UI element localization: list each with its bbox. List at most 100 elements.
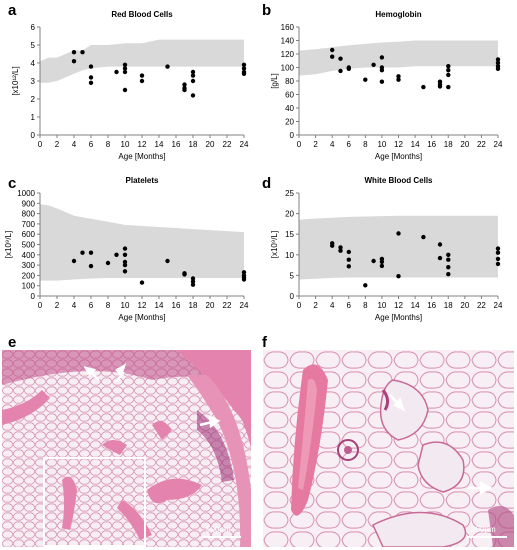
x-tick-label: 18 <box>444 301 453 310</box>
data-point <box>338 245 343 250</box>
y-tick-label: 4 <box>31 59 36 68</box>
data-point <box>396 74 401 79</box>
data-point <box>437 84 443 89</box>
y-tick-label: 0 <box>290 292 295 301</box>
data-point <box>190 73 196 78</box>
x-tick-label: 6 <box>347 140 352 149</box>
data-point <box>446 72 451 78</box>
panel-label-a: a <box>8 2 17 19</box>
x-tick-label: 24 <box>494 301 503 310</box>
x-tick-label: 18 <box>189 301 198 310</box>
x-tick-label: 16 <box>172 140 181 149</box>
x-tick-label: 16 <box>172 301 181 310</box>
y-tick-label: 60 <box>285 91 294 100</box>
y-tick-label: 25 <box>285 189 294 198</box>
x-tick-label: 10 <box>121 140 130 149</box>
y-axis-label: [x10⁹/L] <box>4 231 13 258</box>
arrow-icon <box>389 394 493 496</box>
data-point <box>379 55 385 60</box>
data-point <box>346 249 351 255</box>
data-point <box>330 243 335 248</box>
x-axis-label: Age [Months] <box>375 313 422 322</box>
x-tick-label: 22 <box>223 140 232 149</box>
data-point <box>338 68 343 74</box>
x-tick-label: 2 <box>55 301 60 310</box>
y-tick-label: 5 <box>290 271 295 280</box>
data-point <box>190 78 196 84</box>
scale-label-f: 200µm <box>471 525 496 534</box>
chart-title: White Blood Cells <box>365 176 434 185</box>
data-point <box>346 257 351 262</box>
x-tick-label: 0 <box>297 140 302 149</box>
x-tick-label: 4 <box>72 140 77 149</box>
panel-label-b: b <box>262 2 272 19</box>
data-point <box>446 257 451 262</box>
data-point <box>446 68 451 73</box>
data-point <box>122 62 128 67</box>
data-point <box>80 250 85 255</box>
x-axis-label: Age [Months] <box>118 313 165 322</box>
x-tick-label: 8 <box>363 301 368 310</box>
x-tick-label: 8 <box>106 140 111 149</box>
y-tick-label: 2 <box>31 95 36 104</box>
data-point <box>122 66 128 71</box>
data-point <box>338 56 343 61</box>
x-tick-label: 14 <box>155 301 164 310</box>
chart-title: Platelets <box>126 176 159 185</box>
y-tick-label: 900 <box>22 199 36 208</box>
x-tick-label: 4 <box>330 301 335 310</box>
data-point <box>446 265 451 270</box>
x-tick-label: 10 <box>377 140 386 149</box>
x-tick-label: 2 <box>55 140 60 149</box>
data-point <box>165 258 170 264</box>
x-tick-label: 14 <box>411 301 420 310</box>
data-point <box>446 63 451 69</box>
data-point <box>114 252 119 257</box>
data-point <box>190 69 196 75</box>
data-point <box>363 77 368 82</box>
data-point <box>80 50 85 55</box>
y-tick-label: 1 <box>31 113 36 122</box>
data-point <box>421 84 426 90</box>
chart-b: 0 2 4 6 8 10 12 14 16 18 20 22 240204060801001201401… <box>270 10 503 161</box>
data-point <box>182 87 187 93</box>
x-tick-label: 20 <box>206 301 215 310</box>
x-tick-label: 0 <box>38 140 43 149</box>
data-point <box>122 69 128 75</box>
data-point <box>346 66 351 72</box>
y-tick-label: 200 <box>22 271 36 280</box>
y-tick-label: 0 <box>31 131 36 140</box>
data-point <box>421 234 426 240</box>
data-point <box>71 258 77 264</box>
x-tick-label: 22 <box>477 301 486 310</box>
data-point <box>241 71 247 77</box>
data-point <box>241 270 247 275</box>
x-tick-label: 20 <box>206 140 215 149</box>
data-point <box>122 259 128 265</box>
data-point <box>241 66 247 71</box>
y-tick-label: 5 <box>31 41 36 50</box>
scale-bar-f <box>467 536 507 538</box>
data-point <box>88 263 94 269</box>
x-tick-label: 14 <box>155 140 164 149</box>
data-point <box>122 87 128 93</box>
data-point <box>379 263 385 269</box>
y-tick-label: 160 <box>281 23 295 32</box>
y-axis-label: [x10¹²/L] <box>11 66 20 95</box>
data-point <box>437 255 443 261</box>
x-tick-label: 22 <box>223 301 232 310</box>
panel-label-e: e <box>8 334 17 351</box>
reference-range-band <box>299 215 498 280</box>
x-axis-label: Age [Months] <box>375 152 422 161</box>
data-point <box>122 269 128 274</box>
y-tick-label: 300 <box>22 261 36 270</box>
data-point <box>139 73 145 78</box>
data-point <box>338 248 343 253</box>
reference-range-band <box>40 204 244 281</box>
x-tick-label: 6 <box>89 301 94 310</box>
x-tick-label: 4 <box>330 140 335 149</box>
x-tick-label: 12 <box>394 301 403 310</box>
y-tick-label: 600 <box>22 230 36 239</box>
